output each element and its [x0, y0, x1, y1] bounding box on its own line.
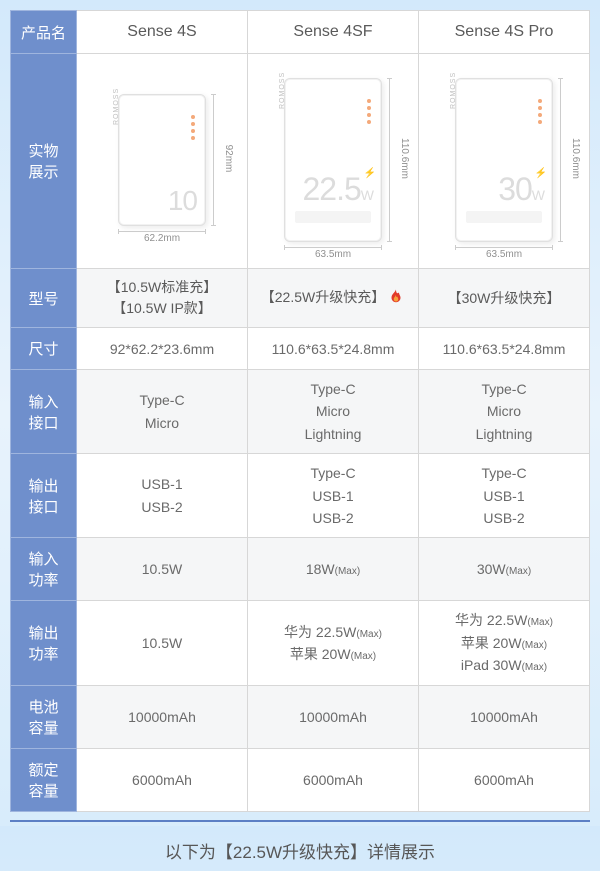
- footer-text: 以下为【22.5W升级快充】详情展示: [10, 820, 590, 871]
- label-physical-display: 实物 展示: [11, 54, 77, 269]
- wattage-label: 10: [168, 187, 197, 215]
- flame-icon: [387, 288, 405, 309]
- input-port-2: Type-CMicroLightning: [419, 370, 590, 454]
- row-rated-capacity: 额定 容量 6000mAh 6000mAh 6000mAh: [11, 748, 590, 811]
- battery-0: 10000mAh: [77, 685, 248, 748]
- output-port-2: Type-CUSB-1USB-2: [419, 454, 590, 538]
- label-output-power: 输出 功率: [11, 601, 77, 685]
- powerbank-render-0: ROMOSS 10: [118, 94, 206, 226]
- label-size: 尺寸: [11, 328, 77, 370]
- size-0: 92*62.2*23.6mm: [77, 328, 248, 370]
- powerbank-render-2: ROMOSS ⚡30W: [455, 78, 553, 242]
- status-leds-icon: [538, 99, 542, 124]
- output-power-1: 华为 22.5W(Max) 苹果 20W(Max): [248, 601, 419, 685]
- row-output-power: 输出 功率 10.5W 华为 22.5W(Max) 苹果 20W(Max) 华为…: [11, 601, 590, 685]
- model-1: 【22.5W升级快充】: [248, 269, 419, 328]
- label-input-port: 输入 接口: [11, 370, 77, 454]
- label-input-power: 输入 功率: [11, 538, 77, 601]
- output-power-0: 10.5W: [77, 601, 248, 685]
- row-input-power: 输入 功率 10.5W 18W(Max) 30W(Max): [11, 538, 590, 601]
- battery-1: 10000mAh: [248, 685, 419, 748]
- label-rated-capacity: 额定 容量: [11, 748, 77, 811]
- col-header-2: Sense 4S Pro: [419, 11, 590, 54]
- size-2: 110.6*63.5*24.8mm: [419, 328, 590, 370]
- model-2: 【30W升级快充】: [419, 269, 590, 328]
- comparison-table: 产品名 Sense 4S Sense 4SF Sense 4S Pro 实物 展…: [10, 10, 590, 812]
- status-leds-icon: [367, 99, 371, 124]
- rated-0: 6000mAh: [77, 748, 248, 811]
- label-model: 型号: [11, 269, 77, 328]
- powerbank-render-1: ROMOSS ⚡22.5W: [284, 78, 382, 242]
- output-power-2: 华为 22.5W(Max) 苹果 20W(Max) iPad 30W(Max): [419, 601, 590, 685]
- product-image-2: ROMOSS ⚡30W 110.6mm 63.5mm: [419, 54, 590, 269]
- output-port-0: USB-1USB-2: [77, 454, 248, 538]
- row-physical-display: 实物 展示 ROMOSS 10 92mm 62.2mm ROMOSS ⚡22.5…: [11, 54, 590, 269]
- header-row: 产品名 Sense 4S Sense 4SF Sense 4S Pro: [11, 11, 590, 54]
- row-model: 型号 【10.5W标准充】【10.5W IP款】 【22.5W升级快充】 【30…: [11, 269, 590, 328]
- input-power-0: 10.5W: [77, 538, 248, 601]
- col-header-1: Sense 4SF: [248, 11, 419, 54]
- input-power-1: 18W(Max): [248, 538, 419, 601]
- wattage-label: ⚡22.5W: [303, 173, 374, 205]
- col-header-0: Sense 4S: [77, 11, 248, 54]
- label-output-port: 输出 接口: [11, 454, 77, 538]
- output-port-1: Type-CUSB-1USB-2: [248, 454, 419, 538]
- row-battery-capacity: 电池 容量 10000mAh 10000mAh 10000mAh: [11, 685, 590, 748]
- label-battery-capacity: 电池 容量: [11, 685, 77, 748]
- size-1: 110.6*63.5*24.8mm: [248, 328, 419, 370]
- row-size: 尺寸 92*62.2*23.6mm 110.6*63.5*24.8mm 110.…: [11, 328, 590, 370]
- input-port-1: Type-CMicroLightning: [248, 370, 419, 454]
- input-port-0: Type-CMicro: [77, 370, 248, 454]
- model-0: 【10.5W标准充】【10.5W IP款】: [77, 269, 248, 328]
- label-product-name: 产品名: [11, 11, 77, 54]
- row-output-port: 输出 接口 USB-1USB-2 Type-CUSB-1USB-2 Type-C…: [11, 454, 590, 538]
- battery-2: 10000mAh: [419, 685, 590, 748]
- input-power-2: 30W(Max): [419, 538, 590, 601]
- wattage-label: ⚡30W: [498, 173, 544, 205]
- row-input-port: 输入 接口 Type-CMicro Type-CMicroLightning T…: [11, 370, 590, 454]
- product-image-1: ROMOSS ⚡22.5W 110.6mm 63.5mm: [248, 54, 419, 269]
- product-image-0: ROMOSS 10 92mm 62.2mm: [77, 54, 248, 269]
- rated-2: 6000mAh: [419, 748, 590, 811]
- status-leds-icon: [191, 115, 195, 140]
- rated-1: 6000mAh: [248, 748, 419, 811]
